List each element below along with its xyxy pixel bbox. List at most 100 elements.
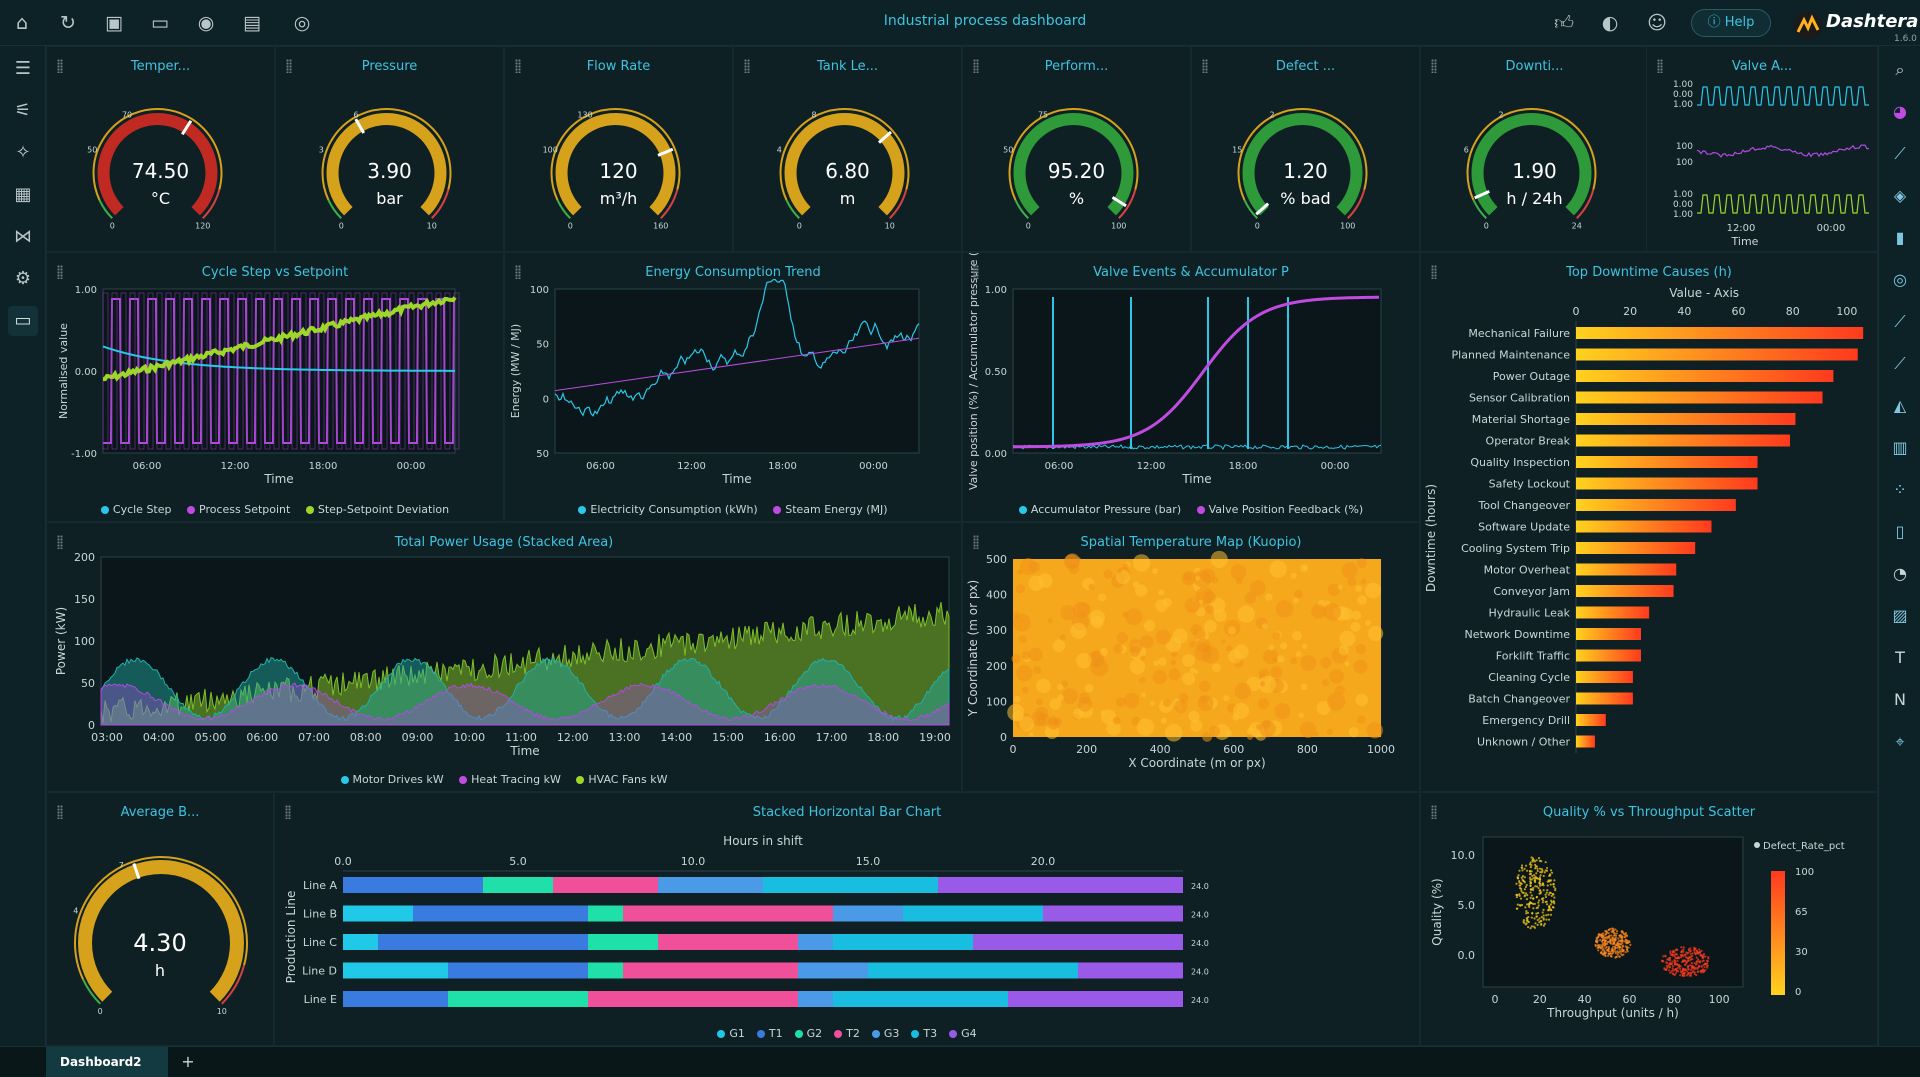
heatmap-cell — [1357, 715, 1366, 724]
search-icon[interactable]: ⌕ — [1895, 60, 1905, 79]
drag-handle-icon[interactable] — [1431, 59, 1437, 73]
gauge-arc — [74, 856, 248, 980]
mci-chart-icon[interactable]: ▥ — [1892, 438, 1908, 457]
legend-item[interactable]: T3 — [911, 1027, 937, 1040]
legend-item[interactable]: Electricity Consumption (kWh) — [578, 503, 758, 516]
drag-handle-icon[interactable] — [57, 805, 63, 819]
legend-item[interactable]: Steam Energy (MJ) — [773, 503, 888, 516]
legend-item[interactable]: G4 — [949, 1027, 977, 1040]
cycle-chart-panel[interactable]: Cycle Step vs Setpoint 1.00 0.00 -1.00 06:0… — [46, 252, 504, 522]
help-button[interactable]: ⓘ Help — [1691, 9, 1771, 37]
inbox-icon[interactable]: ▭ — [8, 306, 38, 336]
refresh-icon[interactable]: ↻ — [60, 12, 76, 34]
connect-icon[interactable]: ⚟ — [14, 100, 32, 121]
gauge-panel[interactable]: Flow Rate 100 130 0 160 120 m³/h — [504, 46, 733, 252]
gauge-panel[interactable]: Defect ... 15 2 0 100 1.20 % bad — [1191, 46, 1420, 252]
drag-handle-icon[interactable] — [285, 805, 291, 819]
drag-handle-icon[interactable] — [1431, 805, 1437, 819]
layers-icon[interactable]: ◈ — [1893, 186, 1907, 205]
avg-gauge-panel[interactable]: Average B... 4 7 0 10 4.30 h — [46, 792, 274, 1046]
gauge-panel[interactable]: Pressure 3 6 0 10 3.90 bar — [275, 46, 504, 252]
note-icon[interactable]: N — [1894, 690, 1906, 709]
map-icon[interactable]: ⌖ — [1895, 732, 1905, 751]
polar-chart-icon[interactable]: ◎ — [1893, 270, 1907, 289]
legend-item[interactable]: T2 — [834, 1027, 860, 1040]
downtime-chart-panel[interactable]: Top Downtime Causes (h) Value - Axis 0 20 4… — [1420, 252, 1878, 792]
drag-handle-icon[interactable] — [57, 265, 63, 279]
heatmap-cell — [1198, 680, 1211, 693]
bar-chart-icon[interactable]: ▮ — [1895, 228, 1905, 247]
drag-handle-icon[interactable] — [1657, 59, 1663, 73]
drag-handle-icon[interactable] — [1431, 265, 1437, 279]
legend-item[interactable]: T1 — [756, 1027, 783, 1040]
layout-icon[interactable]: ▦ — [14, 184, 32, 205]
share-icon[interactable]: ⋈ — [14, 226, 32, 247]
legend-item[interactable]: Process Setpoint — [187, 503, 290, 516]
legend-item[interactable]: Motor Drives kW — [340, 773, 444, 786]
stacked-segment — [553, 877, 658, 893]
user-icon[interactable]: ☺ — [1647, 12, 1667, 34]
legend-item[interactable]: G3 — [871, 1027, 899, 1040]
gauge-panel[interactable]: Temper... 50 70 0 120 74.50 °C — [46, 46, 275, 252]
x-tick-label: 17:00 — [816, 731, 848, 744]
brand-logo: Dashtera 1.6.0 — [1790, 6, 1918, 46]
tab-dashboard2[interactable]: Dashboard2 — [46, 1047, 168, 1077]
add-tab-button[interactable]: + — [181, 1052, 195, 1071]
scatter-icon[interactable]: ⁘ — [1893, 480, 1907, 499]
eye-icon[interactable]: ◎ — [293, 12, 311, 34]
text-icon[interactable]: T — [1895, 648, 1905, 667]
heatmap-cell — [1300, 683, 1308, 691]
gauge-panel[interactable]: Tank Le... 4 8 0 10 6.80 m — [733, 46, 962, 252]
drag-handle-icon[interactable] — [973, 535, 979, 549]
pdf-icon[interactable]: ▤ — [243, 12, 261, 34]
drag-handle-icon[interactable] — [286, 59, 292, 73]
drag-handle-icon[interactable] — [515, 265, 521, 279]
legend-item[interactable]: G2 — [794, 1027, 822, 1040]
scatter-point — [1528, 863, 1532, 866]
home-icon[interactable]: ⌂ — [15, 12, 29, 34]
camera-icon[interactable]: ◉ — [197, 12, 215, 34]
legend-item[interactable]: Cycle Step — [100, 503, 172, 516]
heatmap-cell — [1276, 655, 1285, 663]
save-icon[interactable]: ▣ — [105, 12, 123, 34]
stacked-bar-panel[interactable]: Stacked Horizontal Bar Chart Hours in sh… — [274, 792, 1420, 1046]
valve-events-panel[interactable]: Valve Events & Accumulator P 1.00 0.50 0.0… — [962, 252, 1420, 522]
settings-icon[interactable]: ⚙ — [14, 268, 32, 289]
legend-item[interactable]: Step-Setpoint Deviation — [305, 503, 449, 516]
drag-handle-icon[interactable] — [973, 265, 979, 279]
power-chart-panel[interactable]: Total Power Usage (Stacked Area) 200 150 1… — [46, 522, 962, 792]
energy-chart-panel[interactable]: Energy Consumption Trend 100 50 0 50 06:00 12… — [504, 252, 962, 522]
legend-item[interactable]: HVAC Fans kW — [576, 773, 667, 786]
gauge-panel[interactable]: Downti... 6 2 0 24 1.90 h / 24h — [1420, 46, 1649, 252]
gauge-panel[interactable]: Perform... 50 75 0 100 95.20 % — [962, 46, 1191, 252]
folder-open-icon[interactable]: ▭ — [151, 12, 169, 34]
gauge-arc — [785, 199, 800, 219]
wand-icon[interactable]: ✧ — [15, 142, 31, 163]
trend-icon[interactable]: ⟋ — [1894, 354, 1906, 373]
thumbs-up-icon[interactable]: 👍︎ — [1554, 12, 1574, 34]
area-chart-icon[interactable]: ◭ — [1893, 396, 1907, 415]
drag-handle-icon[interactable] — [57, 535, 63, 549]
gauge-icon[interactable]: ◔ — [1893, 564, 1907, 583]
drag-handle-icon[interactable] — [515, 59, 521, 73]
drag-handle-icon[interactable] — [973, 59, 979, 73]
multi-line-icon[interactable]: ⟋ — [1894, 312, 1906, 331]
pie-chart-icon[interactable]: ◕ — [1893, 102, 1907, 121]
drag-handle-icon[interactable] — [744, 59, 750, 73]
heatmap-cell — [1353, 659, 1368, 674]
valve-mini-panel[interactable]: Valve A... 1.00 0.00 1.00 100 100 1.00 0.00 1.0… — [1646, 46, 1878, 252]
legend-item[interactable]: Valve Position Feedback (%) — [1196, 503, 1363, 516]
histogram-icon[interactable]: ▯ — [1895, 522, 1905, 541]
theme-icon[interactable]: ◐ — [1601, 12, 1619, 34]
line-chart-icon[interactable]: ⟋ — [1894, 144, 1906, 163]
database-icon[interactable]: ☰ — [14, 58, 32, 79]
scatter-point — [1530, 916, 1533, 919]
legend-item[interactable]: G1 — [717, 1027, 745, 1040]
image-icon[interactable]: ▨ — [1892, 606, 1908, 625]
heatmap-panel[interactable]: Spatial Temperature Map (Kuopio) 500 400 3… — [962, 522, 1420, 792]
legend-item[interactable]: Accumulator Pressure (bar) — [1018, 503, 1181, 516]
drag-handle-icon[interactable] — [1202, 59, 1208, 73]
drag-handle-icon[interactable] — [57, 59, 63, 73]
legend-item[interactable]: Heat Tracing kW — [459, 773, 561, 786]
scatter-panel[interactable]: Quality % vs Throughput Scatter 10.0 5.0 0… — [1420, 792, 1878, 1046]
